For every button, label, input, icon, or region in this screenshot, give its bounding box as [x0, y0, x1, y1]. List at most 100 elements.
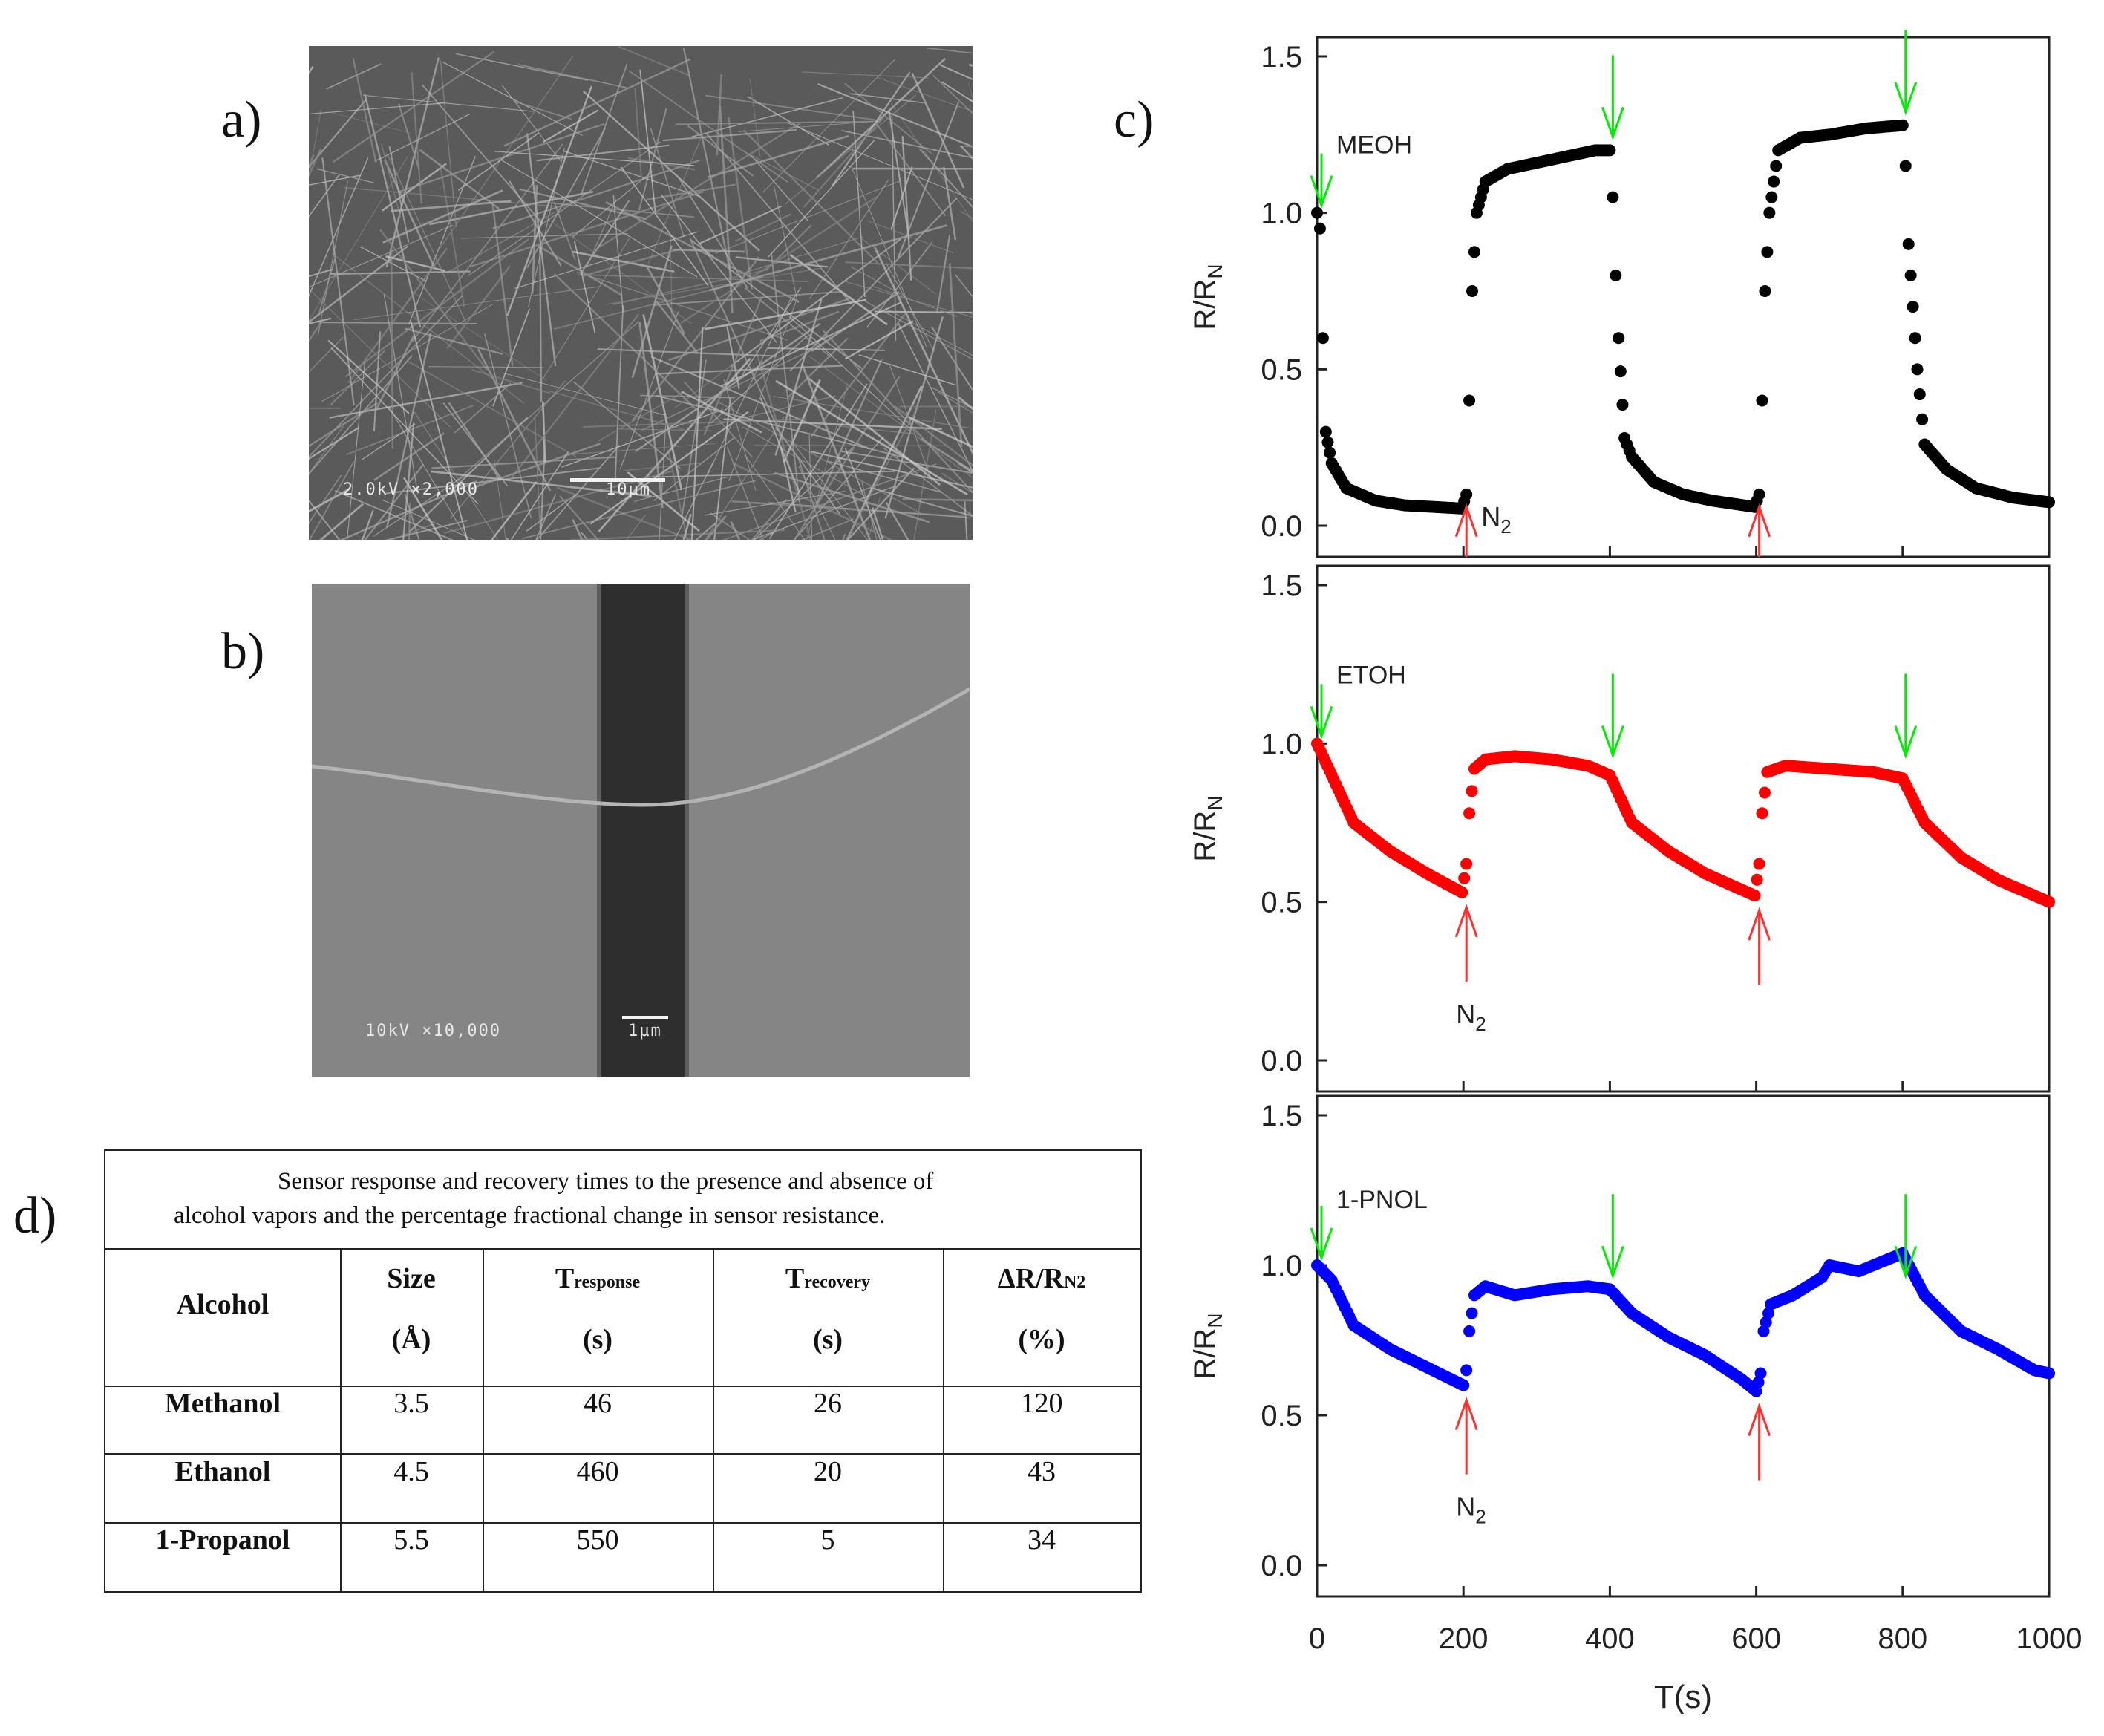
data-point-meoh	[1324, 446, 1336, 459]
row-methanol-size: 3.5	[393, 1388, 429, 1419]
y-tick-label-1-2: 1.0	[1261, 728, 1302, 760]
y-tick-label-1-0: 0.0	[1261, 1045, 1302, 1077]
sem-b-caption: 10kV ×10,000	[365, 1022, 501, 1040]
data-point-1-pnol	[1757, 1325, 1770, 1337]
grid-v1	[340, 1250, 342, 1593]
gas-on-arrow-head	[1894, 1245, 1918, 1279]
gas-on-arrow-head	[1894, 82, 1918, 116]
row-ethanol-dr: 43	[1028, 1456, 1056, 1487]
y-tick-label-0-2: 1.0	[1261, 198, 1302, 230]
gas-on-arrow-head	[1601, 1245, 1624, 1279]
sem-image-single-nanowire: 10kV ×10,000 1µm	[312, 584, 970, 1077]
grid-h3	[105, 1522, 1140, 1524]
sem-b-scale-label: 1µm	[628, 1022, 662, 1040]
x-tick-label-1: 200	[1439, 1622, 1489, 1655]
plot-frame-etoh	[1316, 564, 2051, 1093]
gas-on-arrow-head	[1310, 705, 1333, 740]
data-point-etoh	[2043, 895, 2055, 908]
gas-on-arrow-head	[1601, 106, 1624, 140]
data-point-meoh	[1468, 246, 1480, 258]
y-axis-label-2: R/RN	[1189, 1313, 1226, 1379]
sem-a-scale-label: 10µm	[606, 480, 651, 499]
data-point-meoh	[1753, 488, 1765, 500]
data-point-meoh	[1463, 394, 1476, 407]
sem-a-caption: 2.0kV ×2,000	[343, 480, 479, 499]
panel-label-c: c)	[1114, 91, 1154, 149]
data-point-meoh	[1604, 144, 1616, 157]
y-axis-label-0: R/RN	[1189, 264, 1226, 330]
data-point-etoh	[1458, 872, 1471, 884]
data-point-meoh	[1768, 175, 1780, 188]
header-tresponse-unit: (s)	[582, 1324, 613, 1355]
data-point-meoh	[1761, 246, 1774, 258]
header-size-unit: (Å)	[391, 1324, 431, 1355]
header-trecovery-sub: recovery	[804, 1273, 871, 1292]
data-point-etoh	[1463, 807, 1476, 820]
header-size-top: Size	[387, 1263, 436, 1294]
y-tick-label-2-0: 0.0	[1261, 1550, 1302, 1582]
sem-b-scalebar	[622, 1016, 668, 1019]
y-tick-label-2-1: 0.5	[1261, 1400, 1302, 1432]
x-tick-label-0: 0	[1309, 1622, 1325, 1655]
plot-frame-meoh	[1316, 36, 2051, 558]
data-point-1-pnol	[1752, 1376, 1765, 1389]
data-point-meoh	[1614, 365, 1627, 378]
x-tick-label-4: 800	[1878, 1622, 1927, 1655]
gas-label-1-pnol: 1-PNOL	[1336, 1186, 1428, 1214]
data-point-etoh	[1756, 807, 1768, 820]
data-point-meoh	[1902, 238, 1915, 250]
data-point-meoh	[1916, 413, 1929, 425]
row-methanol-name: Methanol	[164, 1388, 281, 1419]
data-point-etoh	[1466, 785, 1478, 797]
data-point-meoh	[1466, 285, 1479, 297]
row-propanol-name: 1-Propanol	[155, 1524, 290, 1556]
sem-image-a-texture	[309, 46, 973, 540]
sem-a-scalebar	[570, 478, 665, 482]
data-point-meoh	[1316, 332, 1329, 345]
table-caption-line2: alcohol vapors and the percentage fracti…	[174, 1202, 886, 1229]
panel-label-b: b)	[221, 623, 265, 680]
row-propanol-size: 5.5	[393, 1524, 429, 1556]
grid-v4	[943, 1250, 944, 1593]
data-point-etoh	[1460, 858, 1473, 870]
header-trecovery-main: T	[785, 1263, 805, 1294]
data-point-etoh	[1758, 786, 1771, 799]
gas-on-arrow-head	[1894, 725, 1918, 760]
data-point-etoh	[1748, 890, 1761, 902]
data-point-1-pnol	[1750, 1385, 1762, 1397]
row-ethanol-tresp: 460	[576, 1456, 619, 1487]
header-size: Size	[340, 1262, 483, 1295]
data-point-1-pnol	[1760, 1316, 1772, 1328]
y-tick-label-1-3: 1.5	[1261, 570, 1302, 602]
data-point-meoh	[1896, 119, 1909, 131]
y-tick-label-0-3: 1.5	[1261, 41, 1302, 74]
y-tick-label-2-3: 1.5	[1261, 1100, 1302, 1132]
sem-image-b-texture	[312, 584, 970, 1077]
data-point-etoh	[1751, 873, 1763, 886]
y-tick-label-0-0: 0.0	[1261, 510, 1302, 543]
header-tresponse: Tresponse	[483, 1262, 713, 1295]
gas-label-etoh: ETOH	[1336, 661, 1406, 689]
data-point-etoh	[1753, 858, 1765, 870]
data-point-meoh	[1759, 285, 1771, 297]
table-caption-line1: Sensor response and recovery times to th…	[278, 1168, 934, 1195]
y-tick-label-2-2: 1.0	[1261, 1250, 1302, 1282]
n2-arrow-head	[1454, 1397, 1478, 1431]
results-table: Sensor response and recovery times to th…	[104, 1149, 1142, 1593]
n2-label: N2	[1481, 501, 1511, 538]
data-point-meoh	[1913, 388, 1926, 401]
header-delta-r-sub: N2	[1063, 1273, 1086, 1292]
header-tresponse-main: T	[555, 1263, 575, 1294]
data-point-1-pnol	[1460, 1364, 1473, 1377]
data-point-1-pnol	[1466, 1307, 1478, 1319]
row-methanol-tresp: 46	[584, 1388, 612, 1419]
n2-label: N2	[1456, 1492, 1486, 1528]
row-propanol-tresp: 550	[576, 1524, 619, 1556]
x-tick-label-5: 1000	[2016, 1622, 2082, 1655]
grid-v3	[713, 1250, 714, 1593]
y-tick-label-1-1: 0.5	[1261, 887, 1302, 919]
y-tick-label-0-1: 0.5	[1261, 353, 1302, 386]
data-point-meoh	[1613, 332, 1625, 345]
gas-on-arrow-head	[1601, 725, 1624, 760]
gas-on-arrow-head	[1310, 1227, 1333, 1262]
